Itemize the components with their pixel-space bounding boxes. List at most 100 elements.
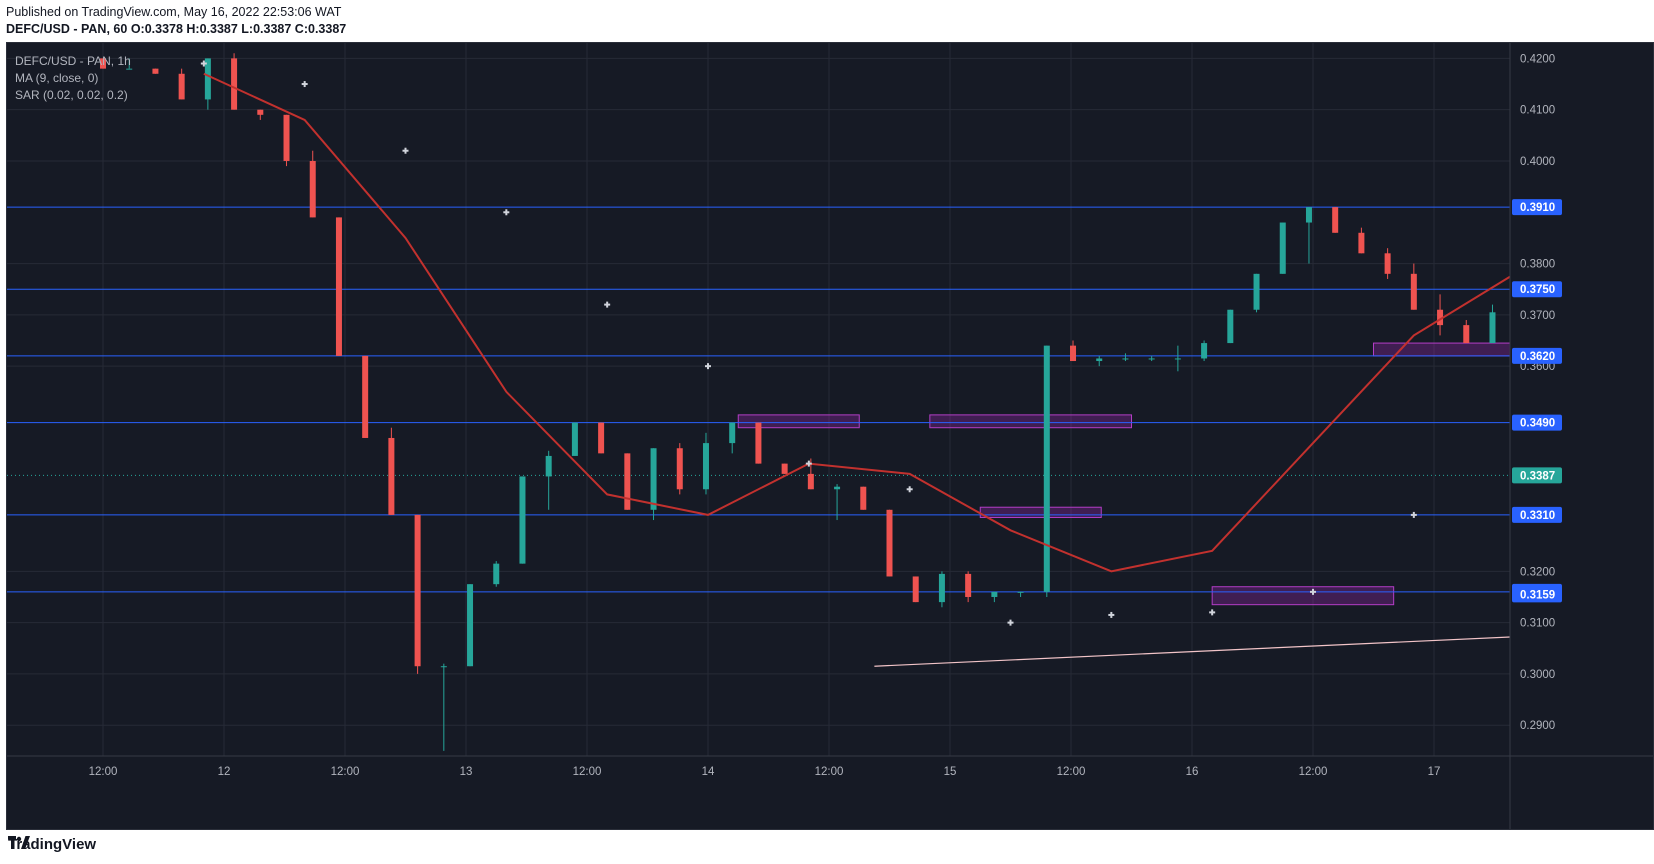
- candle-body: [1358, 232, 1365, 254]
- supply-demand-zone: [737, 414, 860, 429]
- sar-marker: [1310, 588, 1316, 595]
- candle-up: [467, 584, 474, 667]
- candle-body: [1174, 358, 1181, 360]
- legend-series[interactable]: DEFC/USD - PAN, 1h: [15, 54, 131, 68]
- time-tick-label: 16: [1186, 766, 1199, 778]
- price-badge-label: 0.3159: [1520, 589, 1555, 601]
- moving-average-line: [203, 72, 1510, 573]
- candle-body: [991, 591, 998, 597]
- candle-up: [1253, 273, 1260, 313]
- candle-down: [1463, 319, 1470, 344]
- candle-up: [545, 450, 552, 510]
- chart-legend: DEFC/USD - PAN, 1h MA (9, close, 0) SAR …: [15, 53, 131, 104]
- sar-marker: [301, 81, 308, 88]
- candle-body: [860, 486, 867, 510]
- candle-up: [571, 422, 578, 456]
- brand-name: TradingView: [8, 836, 97, 853]
- candle-body: [912, 576, 919, 603]
- candle-up: [1148, 355, 1155, 362]
- legend-ma[interactable]: MA (9, close, 0): [15, 71, 99, 85]
- sar-marker: [1512, 440, 1518, 446]
- candle-body: [1279, 222, 1286, 274]
- candle-body: [545, 455, 552, 477]
- price-tick-label: 0.3000: [1520, 669, 1555, 681]
- sar-marker: [402, 147, 409, 154]
- brand-footer: TradingView: [8, 836, 96, 853]
- price-badge-label: 0.3387: [1520, 470, 1555, 482]
- candle-down: [598, 422, 605, 454]
- candle-body: [178, 73, 185, 100]
- time-tick-label: 12:00: [331, 766, 360, 778]
- candle-up: [1568, 302, 1574, 320]
- candle-body: [1122, 358, 1129, 360]
- candle-body: [1647, 305, 1653, 308]
- price-badge-label: 0.3750: [1520, 284, 1555, 296]
- candle-body: [886, 509, 893, 577]
- candle-down: [912, 576, 919, 603]
- candle-up: [1489, 304, 1496, 344]
- candle-body: [231, 58, 238, 110]
- time-tick-label: 12: [218, 766, 231, 778]
- time-tick-label: 12:00: [815, 766, 844, 778]
- candle-body: [938, 573, 945, 603]
- candle-body: [781, 463, 788, 474]
- sar-marker: [1209, 609, 1216, 616]
- plot-area: [7, 43, 1653, 756]
- chart-area[interactable]: 0.2900 0.3000 0.3100 0.3200 0.3600 0.3700 0.38…: [6, 42, 1654, 830]
- candle-up: [991, 591, 998, 603]
- price-tick-label: 0.3700: [1520, 310, 1555, 322]
- candle-body: [467, 584, 474, 667]
- candle-up: [440, 663, 447, 751]
- time-tick-label: 14: [702, 766, 715, 778]
- candle-down: [781, 463, 788, 474]
- candle-body: [1305, 207, 1312, 223]
- candle-body: [519, 476, 526, 564]
- candle-body: [702, 443, 709, 490]
- candle-up: [729, 422, 736, 454]
- price-badge-label: 0.3310: [1520, 510, 1555, 522]
- candle-up: [1201, 340, 1208, 362]
- candle-body: [309, 160, 316, 218]
- candle-body: [1621, 297, 1627, 307]
- candle-down: [388, 427, 395, 515]
- candle-down: [335, 217, 342, 356]
- candle-down: [886, 509, 893, 577]
- candle-body: [1201, 343, 1208, 359]
- sar-marker: [1108, 611, 1115, 618]
- candle-body: [965, 573, 972, 597]
- candle-up: [1305, 207, 1312, 264]
- candle-down: [178, 68, 185, 100]
- candle-down: [1384, 248, 1391, 279]
- candle-body: [1384, 253, 1391, 274]
- candle-up: [1174, 345, 1181, 372]
- candle-up: [493, 561, 500, 587]
- supply-demand-zone: [929, 414, 1132, 429]
- price-chart[interactable]: 0.2900 0.3000 0.3100 0.3200 0.3600 0.3700 0.38…: [7, 43, 1653, 829]
- candle-up: [1594, 287, 1600, 308]
- price-tick-label: 0.2900: [1520, 720, 1555, 732]
- candle-down: [231, 53, 238, 110]
- candle-body: [1489, 312, 1496, 344]
- price-tick-label: 0.4100: [1520, 105, 1555, 117]
- candle-up: [1017, 591, 1024, 597]
- candle-up: [1279, 222, 1286, 274]
- candle-body: [1017, 591, 1024, 593]
- price-tick-label: 0.3200: [1520, 566, 1555, 578]
- candle-body: [650, 448, 657, 510]
- legend-sar[interactable]: SAR (0.02, 0.02, 0.2): [15, 88, 128, 102]
- candle-body: [283, 114, 290, 161]
- time-tick-label: 13: [460, 766, 473, 778]
- sar-marker: [200, 60, 207, 67]
- candle-body: [1096, 358, 1103, 362]
- candle-down: [1358, 227, 1365, 254]
- tradingview-logo-icon: [8, 836, 30, 849]
- candle-body: [755, 422, 762, 464]
- time-tick-label: 12:00: [89, 766, 118, 778]
- price-badge: [1512, 467, 1562, 484]
- candle-body: [1070, 345, 1077, 362]
- candle-down: [283, 114, 290, 167]
- candle-up: [519, 476, 526, 564]
- candle-down: [309, 150, 316, 218]
- candle-body: [1463, 325, 1470, 344]
- candle-down: [676, 443, 683, 495]
